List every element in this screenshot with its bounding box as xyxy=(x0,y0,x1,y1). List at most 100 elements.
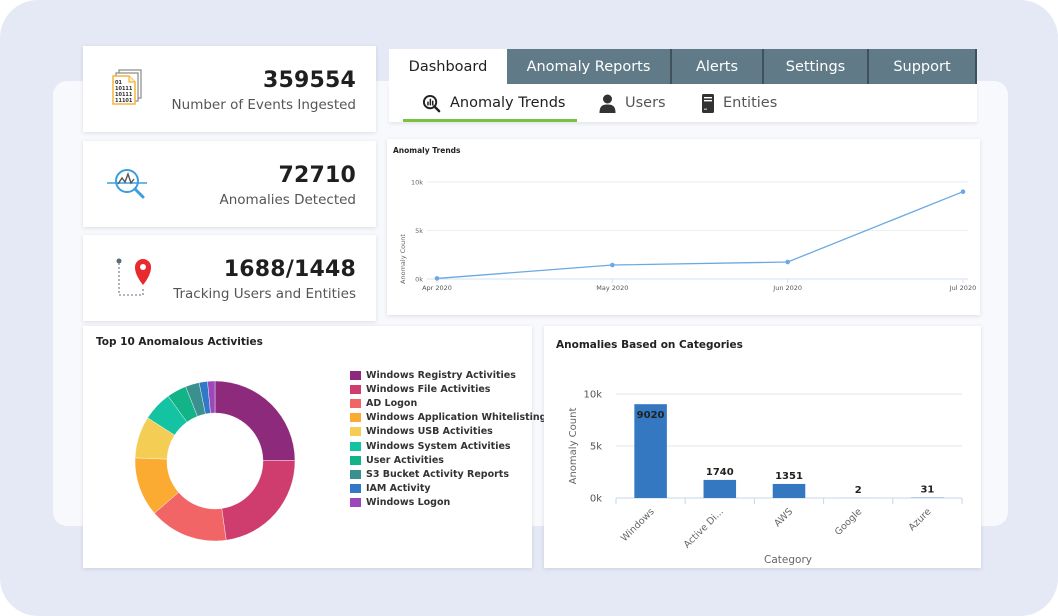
svg-text:01: 01 xyxy=(115,80,122,86)
legend-swatch xyxy=(350,455,361,465)
legend-label: IAM Activity xyxy=(366,483,431,495)
stat-card-tracking: 1688/1448 Tracking Users and Entities xyxy=(83,235,376,321)
user-icon xyxy=(599,94,616,113)
legend-swatch xyxy=(350,413,361,423)
sub-tab-bar: Anomaly Trends Users Entities xyxy=(389,84,977,122)
main-tab-bar: Dashboard Anomaly Reports Alerts Setting… xyxy=(389,49,977,84)
stat-label: Anomalies Detected xyxy=(219,192,357,208)
donut-chart xyxy=(134,380,296,542)
donut-slice[interactable] xyxy=(214,380,296,461)
chart-search-icon xyxy=(422,94,441,113)
bar-data-label: 1351 xyxy=(775,471,803,482)
location-tracking-icon xyxy=(116,258,151,296)
legend-item[interactable]: IAM Activity xyxy=(350,482,546,496)
categories-card: Anomalies Based on Categories 0k 5k 10k An… xyxy=(544,326,981,568)
chart-title: Top 10 Anomalous Activities xyxy=(96,336,263,348)
series-line xyxy=(436,191,964,280)
bar[interactable] xyxy=(634,404,667,498)
donut-slice[interactable] xyxy=(221,460,296,541)
x-tick-label: Jul 2020 xyxy=(949,284,976,292)
y-tick-label: 0k xyxy=(415,276,423,284)
legend-label: Windows Registry Activities xyxy=(366,369,516,381)
server-icon xyxy=(702,93,714,113)
x-tick-label: Jun 2020 xyxy=(772,284,802,292)
x-tick-label: Active Di... xyxy=(682,506,726,550)
active-tab-indicator xyxy=(403,119,577,122)
legend-swatch xyxy=(350,427,361,437)
stat-value: 359554 xyxy=(262,68,356,93)
legend-swatch xyxy=(350,441,361,451)
legend-swatch xyxy=(350,469,361,479)
legend-label: Windows Logon xyxy=(366,497,451,509)
line-chart: 0k 5k 10k Anomaly Count Apr 2020 May 2020 Ju… xyxy=(399,179,976,293)
legend-item[interactable]: Windows System Activities xyxy=(350,439,546,453)
svg-text:11101: 11101 xyxy=(115,98,133,104)
stat-card-events: 01 10111 10111 11101 359554 Number of Ev… xyxy=(83,46,376,132)
legend-label: Windows Application Whitelisting xyxy=(366,412,547,424)
stat-label: Number of Events Ingested xyxy=(171,97,356,113)
y-tick-label: 0k xyxy=(590,494,602,505)
chart-title: Anomalies Based on Categories xyxy=(556,339,743,351)
legend-item[interactable]: Windows Application Whitelisting xyxy=(350,411,546,425)
anomaly-search-icon xyxy=(107,169,147,199)
legend-item[interactable]: S3 Bucket Activity Reports xyxy=(350,467,546,481)
stat-value: 72710 xyxy=(278,163,356,188)
stat-value: 1688/1448 xyxy=(223,257,356,282)
x-tick-label: May 2020 xyxy=(596,284,628,292)
subtab-label: Anomaly Trends xyxy=(450,95,566,111)
data-point[interactable] xyxy=(434,276,440,281)
x-axis-label: Category xyxy=(764,554,812,566)
subtab-entities[interactable]: Entities xyxy=(702,84,777,122)
legend-item[interactable]: User Activities xyxy=(350,453,546,467)
donut-slice[interactable] xyxy=(207,380,216,414)
stat-card-anomalies: 72710 Anomalies Detected xyxy=(83,141,376,227)
legend-label: AD Logon xyxy=(366,397,418,409)
subtab-label: Users xyxy=(625,95,666,111)
subtab-anomaly-trends[interactable]: Anomaly Trends xyxy=(422,84,565,122)
tab-settings[interactable]: Settings xyxy=(764,49,869,84)
data-point[interactable] xyxy=(960,189,966,194)
legend-item[interactable]: Windows Registry Activities xyxy=(350,368,546,382)
chart-legend: Windows Registry Activities Windows File … xyxy=(350,368,546,510)
top-activities-card: Top 10 Anomalous Activities xyxy=(83,326,532,568)
y-tick-label: 5k xyxy=(415,227,423,235)
chart-title: Anomaly Trends xyxy=(393,146,461,155)
x-tick-label: Windows xyxy=(619,506,657,544)
legend-label: User Activities xyxy=(366,454,444,466)
legend-swatch xyxy=(350,498,361,508)
bar[interactable] xyxy=(772,483,806,498)
legend-swatch xyxy=(350,398,361,408)
legend-label: Windows File Activities xyxy=(366,383,491,395)
tab-dashboard[interactable]: Dashboard xyxy=(389,49,507,84)
bar-data-label: 2 xyxy=(855,485,862,496)
y-tick-label: 10k xyxy=(411,179,423,187)
subtab-label: Entities xyxy=(723,95,778,111)
legend-item[interactable]: AD Logon xyxy=(350,396,546,410)
legend-label: Windows System Activities xyxy=(366,440,511,452)
y-axis-label: Anomaly Count xyxy=(568,408,579,485)
data-point[interactable] xyxy=(785,259,790,265)
tab-alerts[interactable]: Alerts xyxy=(672,49,764,84)
bar-data-label: 1740 xyxy=(706,467,734,478)
legend-swatch xyxy=(350,484,361,494)
legend-item[interactable]: Windows File Activities xyxy=(350,382,546,396)
bar-data-label: 9020 xyxy=(637,410,665,421)
x-tick-label: AWS xyxy=(772,506,795,529)
binary-files-icon: 01 10111 10111 11101 xyxy=(112,69,142,105)
x-tick-label: Azure xyxy=(907,506,934,533)
svg-text:10111: 10111 xyxy=(115,92,133,98)
legend-swatch xyxy=(350,384,361,394)
tab-support[interactable]: Support xyxy=(869,49,977,84)
data-point[interactable] xyxy=(610,262,615,268)
y-tick-label: 5k xyxy=(590,442,602,453)
y-tick-label: 10k xyxy=(583,390,602,401)
anomaly-trends-card: Anomaly Trends 0k 5k 10k Anomaly Count Apr… xyxy=(387,139,980,315)
bar[interactable] xyxy=(703,479,737,498)
x-tick-label: Google xyxy=(833,506,865,538)
tab-anomaly-reports[interactable]: Anomaly Reports xyxy=(507,49,672,84)
legend-item[interactable]: Windows Logon xyxy=(350,496,546,510)
svg-text:10111: 10111 xyxy=(115,86,133,92)
legend-item[interactable]: Windows USB Activities xyxy=(350,425,546,439)
legend-swatch xyxy=(350,370,361,380)
subtab-users[interactable]: Users xyxy=(599,84,666,122)
